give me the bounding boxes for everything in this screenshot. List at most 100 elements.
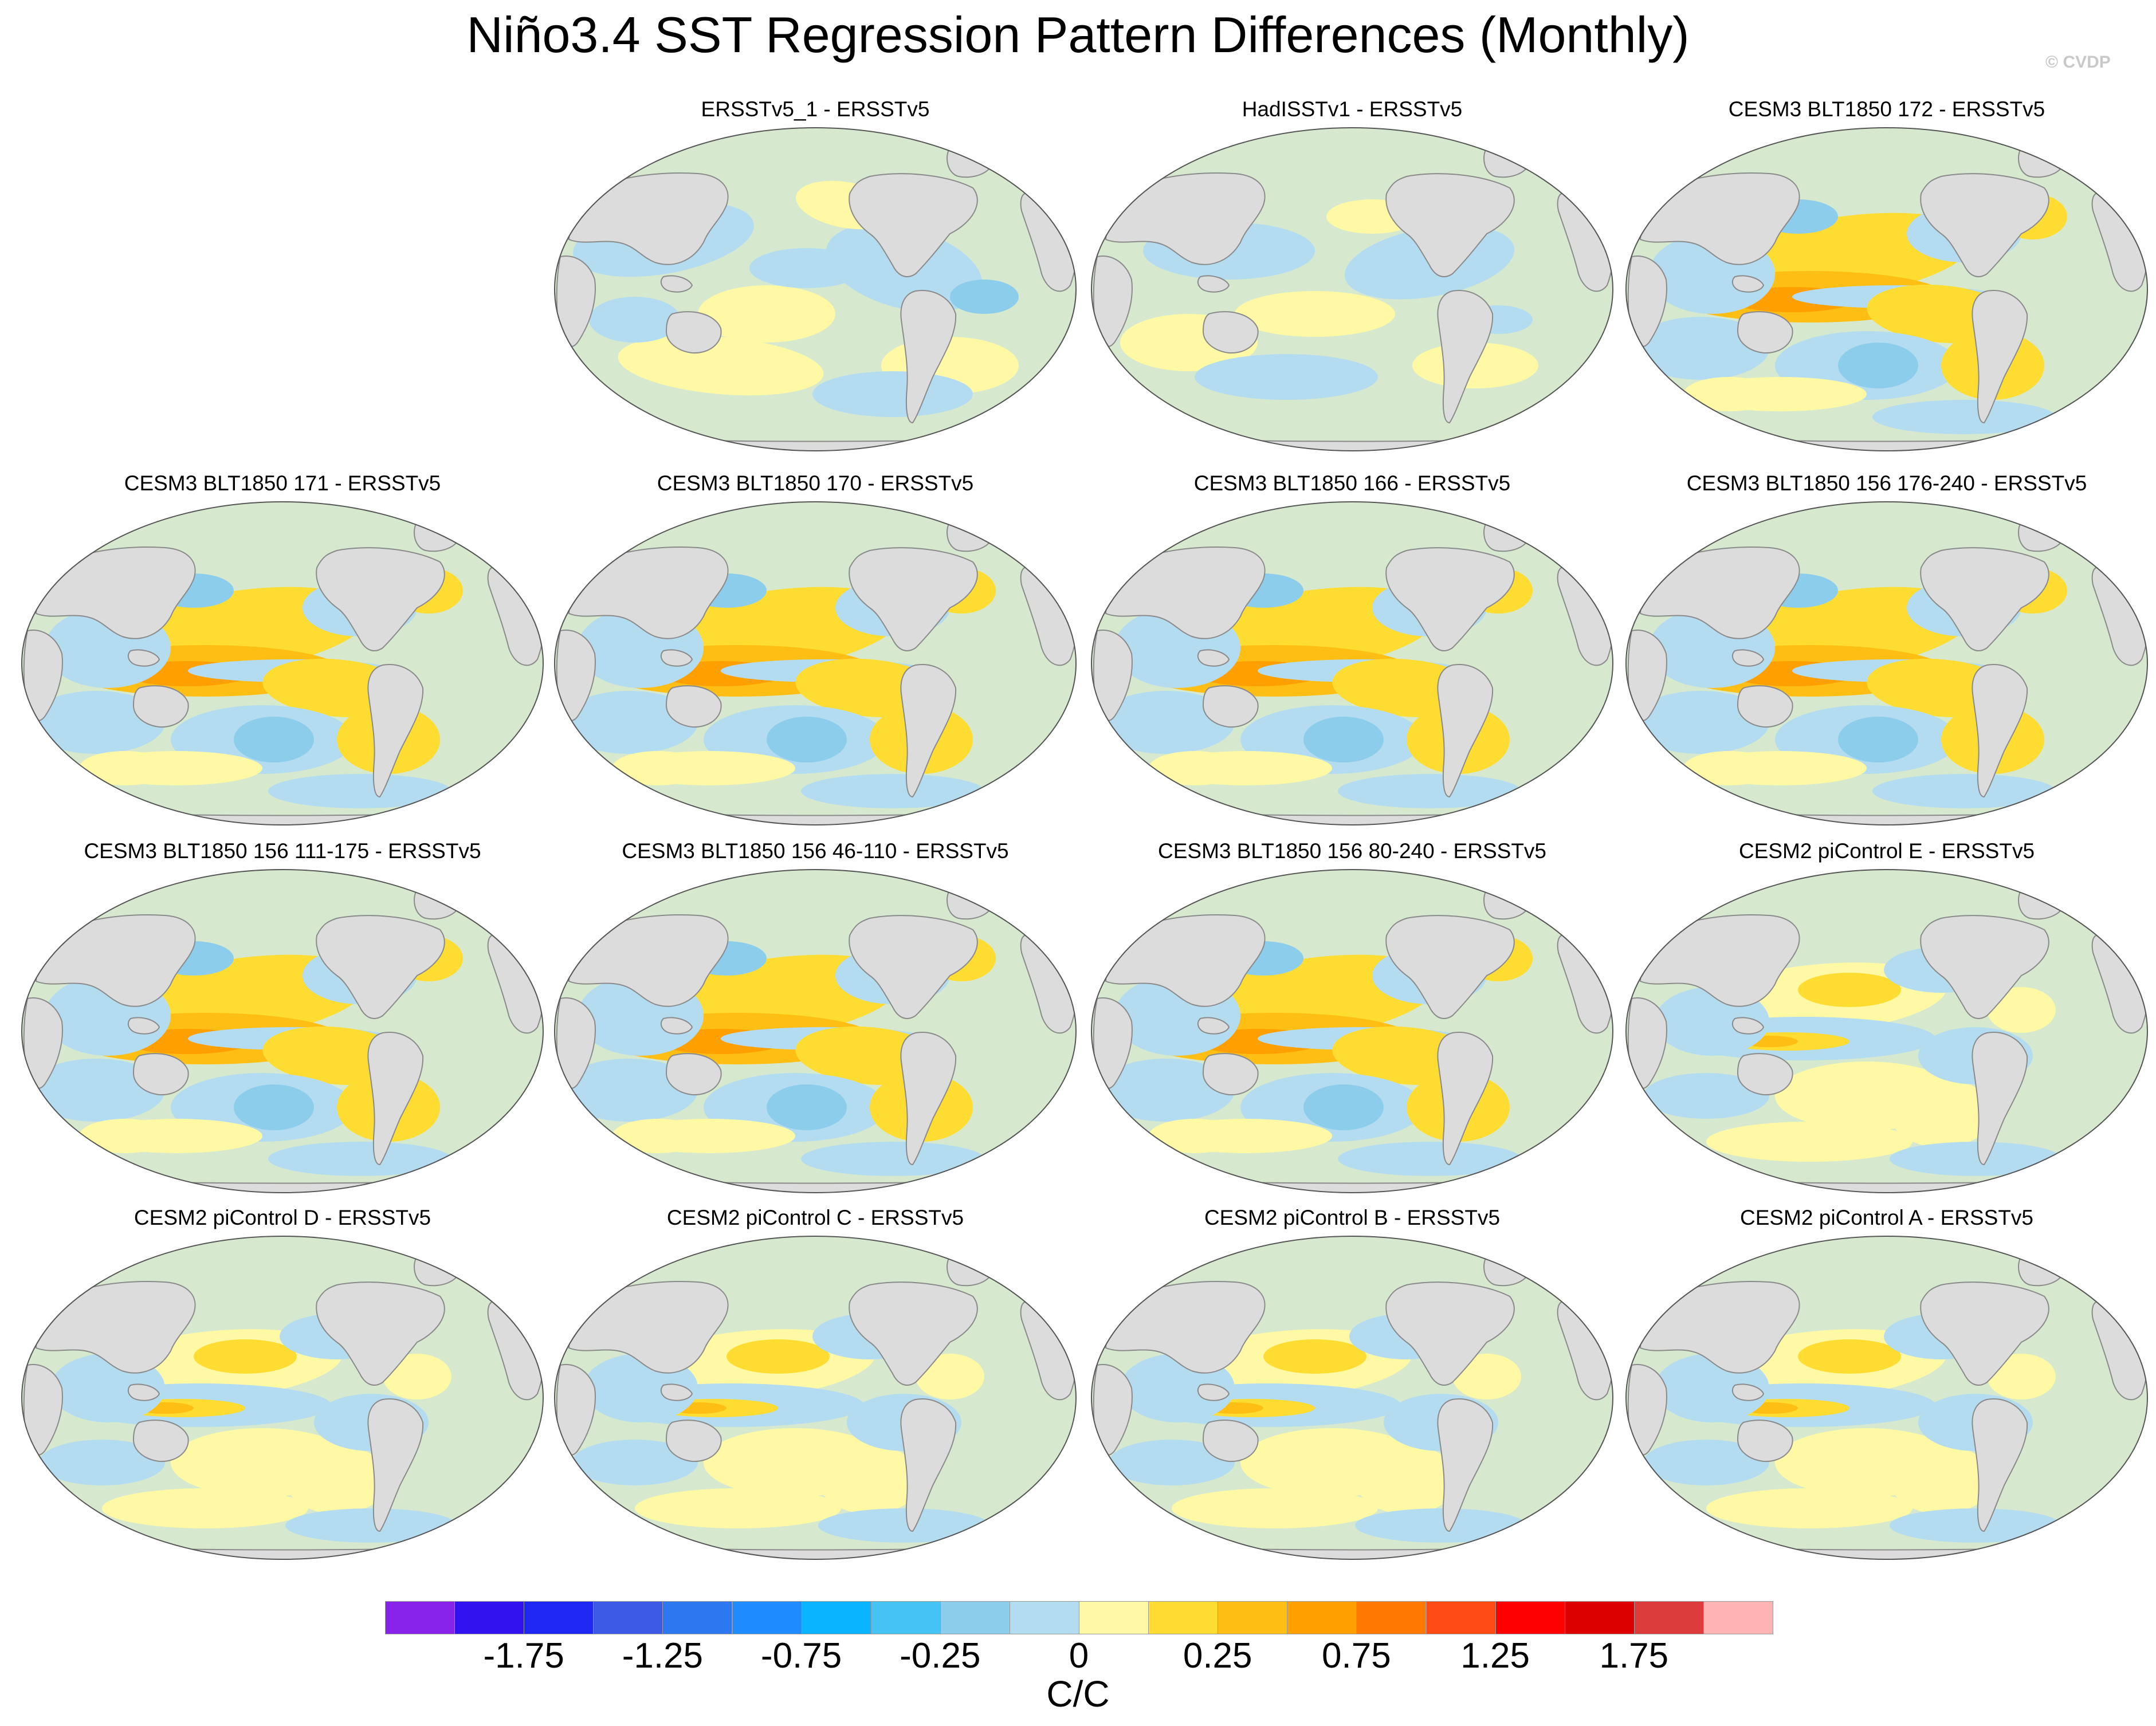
anomaly-region [79, 1119, 171, 1153]
colorbar-swatch [662, 1601, 733, 1634]
landmass [665, 1420, 722, 1462]
map-border [21, 1236, 544, 1560]
landmass [1920, 1281, 2049, 1386]
anomaly-region [28, 691, 165, 754]
landmass [665, 685, 722, 728]
landmass [556, 630, 596, 721]
landmass [1639, 546, 1800, 639]
landmass [1105, 172, 1266, 265]
landmass [1197, 1017, 1230, 1035]
anomaly-region [1195, 354, 1378, 400]
world-map [1091, 1236, 1613, 1560]
anomaly-region [1683, 751, 1775, 785]
anomaly-region [102, 1488, 308, 1528]
anomaly-region [79, 751, 171, 785]
landmass [1972, 1398, 2028, 1532]
landmass [367, 664, 424, 798]
landmass [367, 1032, 424, 1166]
colorbar-tick-labels: -1.75 -1.25 -0.75 -0.25 0 0.25 0.75 1.25 1.75 [0, 1635, 2156, 1681]
map-border [1091, 869, 1613, 1193]
landmass [1093, 255, 1133, 347]
anomaly-region [1149, 1119, 1240, 1153]
anomaly-region [1838, 343, 1918, 388]
landmass [1197, 649, 1230, 667]
anomaly-region [1632, 317, 1769, 380]
anomaly-region [1097, 691, 1235, 754]
colorbar-swatch [1009, 1601, 1079, 1634]
map-border [554, 127, 1077, 451]
world-map [1091, 501, 1613, 825]
landmass [35, 914, 196, 1007]
landmass [556, 997, 596, 1089]
anomaly-region [1890, 1079, 1993, 1147]
landmass [556, 255, 596, 347]
colorbar-swatch [1287, 1601, 1357, 1634]
map-border [554, 869, 1077, 1193]
panel-title: CESM3 BLT1850 156 80-240 - ERSSTv5 [1158, 839, 1546, 863]
landmass [132, 1053, 189, 1096]
anomaly-region [560, 1059, 698, 1122]
anomaly-region [268, 1142, 451, 1176]
anomaly-region [801, 1142, 984, 1176]
map-border [1625, 127, 2148, 451]
anomaly-region [1890, 1142, 2061, 1176]
panel-title: CESM3 BLT1850 170 - ERSSTv5 [657, 471, 974, 495]
anomaly-region [1643, 1440, 1769, 1485]
landmass [1105, 546, 1266, 639]
anomaly-region [28, 1059, 165, 1122]
landmass [665, 1053, 722, 1096]
anomaly-region [1706, 1122, 1912, 1162]
colorbar-tick-label: 0.75 [1322, 1636, 1391, 1676]
landmass [1639, 1281, 1800, 1374]
map-panel: CESM3 BLT1850 156 46-110 - ERSSTv5 [549, 839, 1082, 1206]
landmass [23, 997, 63, 1089]
landmass [1972, 290, 2028, 424]
map-panel: CESM3 BLT1850 170 - ERSSTv5 [549, 471, 1082, 838]
landmass [1639, 914, 1800, 1007]
landmass [660, 1383, 693, 1401]
anomaly-region [612, 751, 704, 785]
panel-title: CESM3 BLT1850 156 46-110 - ERSSTv5 [622, 839, 1009, 863]
map-panel: HadISSTv1 - ERSSTv5 [1086, 97, 1619, 464]
landmass [1627, 997, 1667, 1089]
landmass [316, 915, 445, 1019]
landmass [1197, 1383, 1230, 1401]
landmass [1731, 1017, 1765, 1035]
landmass [849, 547, 978, 651]
anomaly-region [234, 1084, 314, 1130]
anomaly-region [1303, 717, 1384, 762]
world-map [1625, 869, 2148, 1193]
panel-title: CESM3 BLT1850 171 - ERSSTv5 [124, 471, 441, 495]
anomaly-region [1235, 291, 1395, 337]
colorbar-swatch [870, 1601, 941, 1634]
map-panel: CESM3 BLT1850 171 - ERSSTv5 [16, 471, 549, 838]
colorbar-tick-label: -1.25 [622, 1636, 704, 1676]
anomaly-region [812, 371, 973, 417]
world-map [21, 869, 544, 1193]
landmass [660, 275, 693, 293]
landmass [1093, 630, 1133, 721]
landmass [1202, 311, 1259, 354]
panel-title: CESM2 piControl D - ERSSTv5 [133, 1206, 431, 1229]
colorbar-swatch [1633, 1601, 1704, 1634]
world-map [1625, 501, 2148, 825]
landmass [900, 290, 957, 424]
anomaly-region [1452, 1354, 1521, 1399]
landmass [1385, 173, 1515, 277]
anomaly-region [698, 285, 835, 343]
landmass [1105, 914, 1266, 1007]
anomaly-region [1890, 1445, 1993, 1514]
anomaly-region [726, 1339, 830, 1374]
ocean-anomaly-layer [1091, 128, 1613, 451]
colorbar-swatch [1079, 1601, 1149, 1634]
anomaly-region [1303, 1084, 1384, 1130]
landmass [660, 1017, 693, 1035]
landmass [1093, 1364, 1133, 1456]
landmass [849, 173, 978, 277]
map-panel: CESM3 BLT1850 166 - ERSSTv5 [1086, 471, 1619, 838]
landmass [1737, 311, 1793, 354]
colorbar-tick-label: -1.75 [483, 1636, 564, 1676]
anomaly-region [767, 717, 847, 762]
panel-title: CESM3 BLT1850 172 - ERSSTv5 [1728, 97, 2045, 121]
colorbar-swatch [1564, 1601, 1635, 1634]
